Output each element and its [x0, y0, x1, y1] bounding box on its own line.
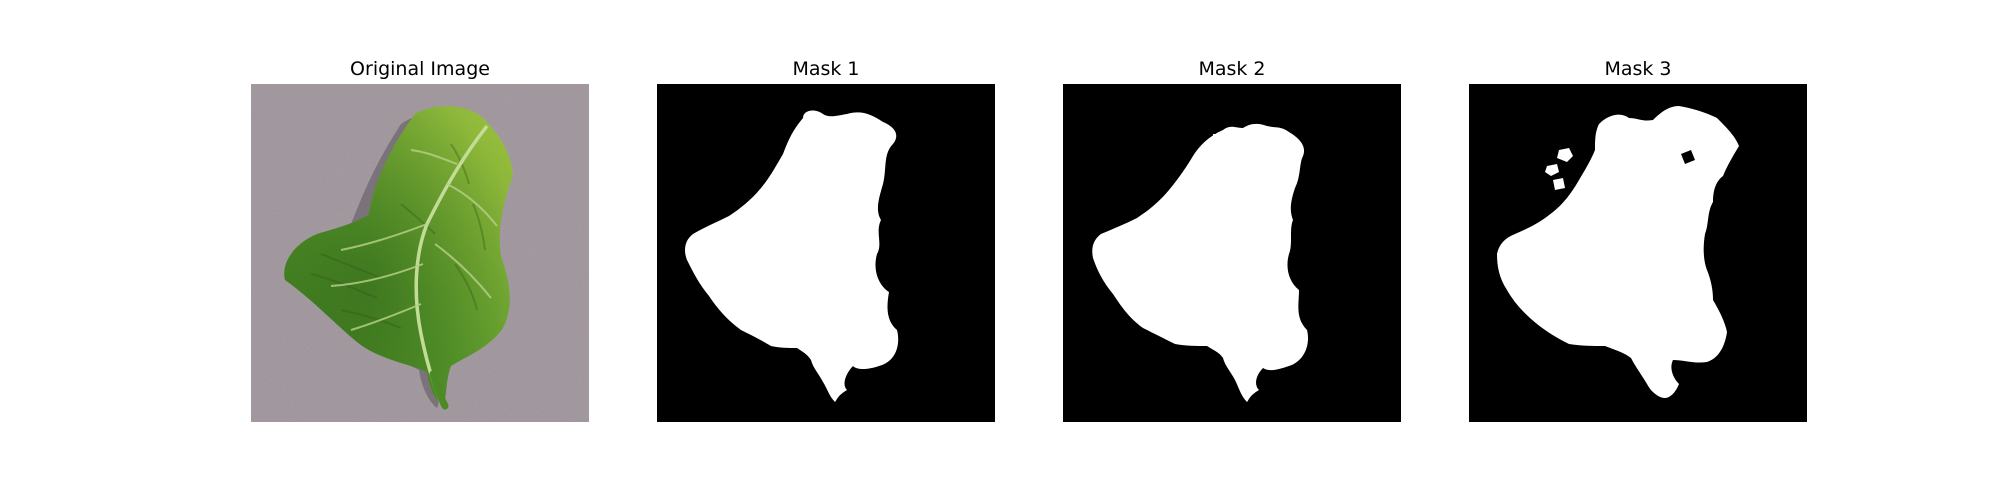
panel-mask-3: Mask 3	[1469, 56, 1807, 432]
mask-leaf-shape	[685, 110, 899, 402]
mask-speckles	[1213, 134, 1247, 155]
mask-leaf-shape	[1092, 123, 1309, 403]
panel-title: Mask 3	[1604, 58, 1672, 80]
mask-fragments	[1545, 148, 1573, 190]
panel-title: Original Image	[350, 58, 490, 80]
mask-1-image	[657, 84, 995, 422]
leaf-side-veins	[330, 149, 498, 331]
mask-2-image	[1063, 84, 1401, 422]
panel-mask-1: Mask 1	[657, 56, 995, 432]
panel-title: Mask 1	[792, 58, 860, 80]
mask-holes	[1681, 150, 1719, 270]
mask-3-image	[1469, 84, 1807, 422]
panel-title: Mask 2	[1198, 58, 1266, 80]
leaf-stem	[429, 370, 449, 410]
mask-leaf-shape	[1497, 106, 1739, 398]
panel-mask-2: Mask 2	[1063, 56, 1401, 432]
panel-original-image: Original Image	[251, 56, 589, 432]
original-leaf-photo	[251, 84, 589, 422]
